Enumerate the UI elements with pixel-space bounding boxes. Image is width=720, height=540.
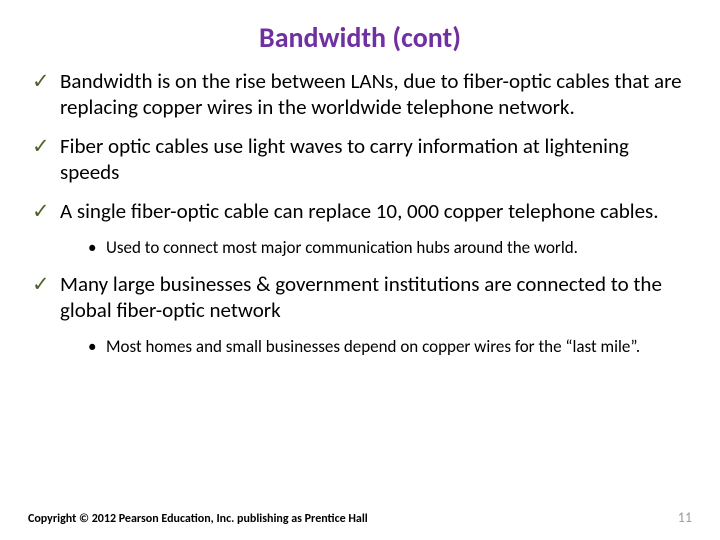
check-icon: ✓ bbox=[32, 69, 50, 95]
bullet-text: Many large businesses & government insti… bbox=[60, 271, 662, 323]
bullet-list: ✓ Bandwidth is on the rise between LANs, … bbox=[32, 69, 688, 357]
bullet-item: ✓ Many large businesses & government inst… bbox=[32, 272, 688, 356]
slide-title: Bandwidth (cont) bbox=[32, 20, 688, 55]
sub-text: Used to connect most major communication… bbox=[106, 237, 578, 258]
bullet-text: Bandwidth is on the rise between LANs, d… bbox=[60, 68, 682, 120]
bullet-dot-icon: • bbox=[88, 336, 96, 357]
bullet-item: ✓ Fiber optic cables use light waves to c… bbox=[32, 134, 688, 185]
bullet-item: ✓ A single fiber-optic cable can replace … bbox=[32, 199, 688, 258]
sub-text: Most homes and small businesses depend o… bbox=[106, 336, 640, 357]
page-number: 11 bbox=[678, 509, 692, 526]
bullet-dot-icon: • bbox=[88, 237, 96, 258]
check-icon: ✓ bbox=[32, 199, 50, 225]
copyright-text: Copyright © 2012 Pearson Education, Inc.… bbox=[28, 512, 368, 526]
bullet-text: A single fiber-optic cable can replace 1… bbox=[60, 198, 659, 224]
check-icon: ✓ bbox=[32, 134, 50, 160]
sub-list: • Used to connect most major communicatio… bbox=[60, 237, 688, 258]
sub-item: • Most homes and small businesses depend … bbox=[60, 336, 688, 357]
sub-list: • Most homes and small businesses depend … bbox=[60, 336, 688, 357]
bullet-text: Fiber optic cables use light waves to ca… bbox=[60, 133, 629, 185]
check-icon: ✓ bbox=[32, 272, 50, 298]
sub-item: • Used to connect most major communicatio… bbox=[60, 237, 688, 258]
slide: Bandwidth (cont) ✓ Bandwidth is on the ri… bbox=[0, 0, 720, 540]
bullet-item: ✓ Bandwidth is on the rise between LANs, … bbox=[32, 69, 688, 120]
